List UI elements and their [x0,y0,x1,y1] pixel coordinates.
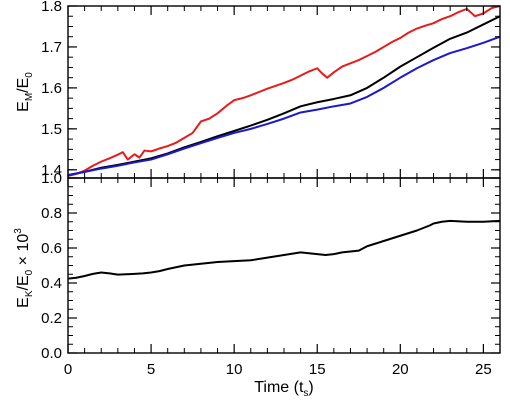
ylabel-top-sub2: 0 [24,72,35,78]
ylabel-top-sub: M [24,93,35,101]
ylabel-bottom: EK/E0 × 103 [13,228,35,308]
bottom-series-line-0 [67,219,501,280]
bottom-ticks-group [67,177,501,354]
top-ticks-group [67,5,501,178]
ylabel-bottom-sub: K [24,290,35,297]
bottom-ytick-label-0: 0.0 [41,345,62,362]
top-ytick-label-3: 1.7 [41,39,62,56]
bottom-ytick-label-4: 0.8 [41,205,62,222]
bottom-series-group [67,219,501,280]
xtick-label-5: 25 [475,361,492,378]
ylabel-bottom-main: E [15,297,32,308]
bottom-ytick-label-1: 0.2 [41,310,62,327]
xtick-label-1: 5 [147,361,155,378]
ylabel-bottom-sub2: 0 [24,269,35,275]
top-ytick-label-4: 1.8 [41,0,62,15]
xlabel-bottom: Time (ts) [254,379,314,399]
top-series-group [67,5,501,177]
top-ytick-label-2: 1.6 [41,80,62,97]
top-ytick-label-1: 1.5 [41,121,62,138]
bottom-ytick-label-2: 0.4 [41,275,62,292]
panel-bottom: 0.00.20.40.60.81.0 0 5 10 15 20 25 EK/E0 × 10… [13,170,501,399]
ylabel-top-rest: /E [15,78,32,93]
ylabel-bottom-sup: 3 [13,228,24,234]
xlabel-sub: s [303,388,308,399]
top-ylabels-group: 1.4 1.5 1.6 1.7 1.8 [41,0,62,179]
bottom-ylabels-group: 0.0 0.2 0.4 0.6 0.8 1.0 [41,170,62,362]
bottom-xlabels-group: 0 5 10 15 20 25 [64,361,492,378]
xlabel-tail: ) [308,379,313,396]
xtick-label-2: 10 [226,361,243,378]
plot-frame-top [67,5,501,179]
ylabel-bottom-rest: /E [15,275,32,290]
xtick-label-4: 20 [392,361,409,378]
bottom-ytick-label-3: 0.6 [41,240,62,257]
top-series-line-0 [67,5,501,177]
ylabel-top-main: E [15,101,32,112]
xtick-label-3: 15 [309,361,326,378]
bottom-ytick-label-5: 1.0 [41,170,62,187]
xtick-label-0: 0 [64,361,72,378]
top-ytick-label-0: 1.4 [41,162,62,179]
ylabel-top: EM/E0 [15,72,35,112]
top-series-line-2 [67,35,501,177]
ylabel-bottom-tail: × 10 [15,234,32,270]
top-series-line-1 [67,15,501,177]
plot-frame-bottom [67,177,501,354]
xlabel-main: Time (t [254,379,304,396]
panel-top: 1.4 1.5 1.6 1.7 1.8 EM/E0 [15,0,501,179]
